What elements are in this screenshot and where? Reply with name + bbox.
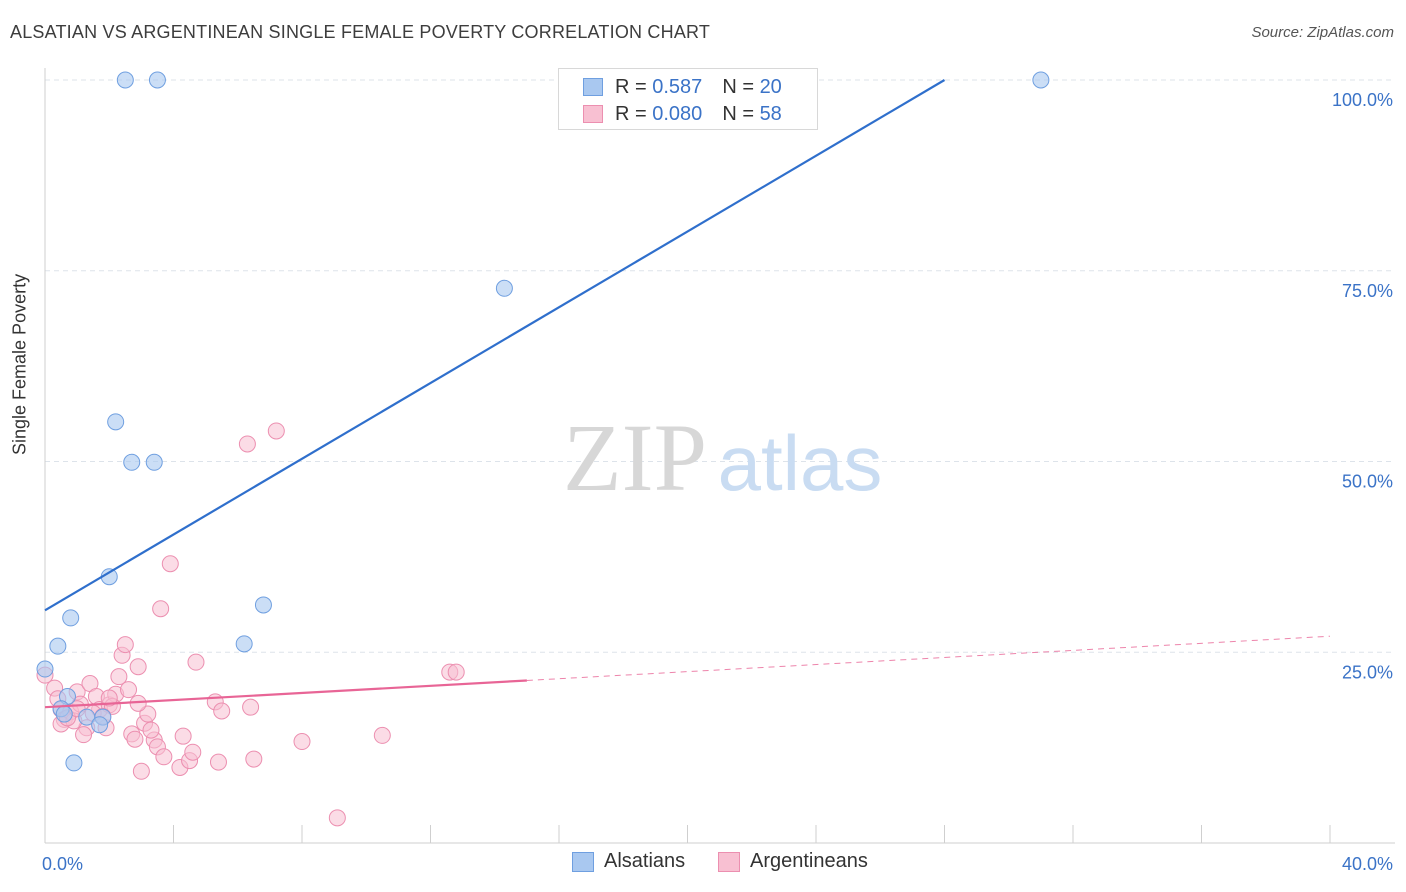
- y-tick-label: 50.0%: [1342, 472, 1393, 492]
- alsatian-point: [254, 596, 272, 614]
- legend-r-label: R =: [615, 102, 647, 125]
- argentinean-point: [142, 721, 160, 739]
- legend-row-alsatians: R = 0.587 N = 20: [583, 73, 782, 101]
- alsatian-point: [49, 637, 67, 655]
- bottom-legend-label-argentineans: Argentineans: [750, 850, 868, 872]
- argentinean-point: [447, 663, 465, 681]
- alsatian-point: [65, 754, 83, 772]
- argentinean-point: [139, 705, 157, 723]
- alsatian-point: [495, 279, 513, 297]
- legend-n-value-argentineans: 58: [759, 102, 782, 125]
- argentinean-point: [328, 809, 346, 827]
- source-label: Source: ZipAtlas.com: [1251, 24, 1394, 41]
- argentinean-point: [132, 762, 150, 780]
- y-tick-label: 25.0%: [1342, 662, 1393, 682]
- alsatian-trend-line: [44, 79, 946, 612]
- alsatian-point: [148, 71, 166, 89]
- y-tick-label: 100.0%: [1332, 90, 1393, 110]
- argentinean-trend-extension: [526, 635, 1331, 681]
- alsatian-point: [1032, 71, 1050, 89]
- legend-r-value-alsatians: 0.587: [652, 75, 703, 98]
- legend-swatch-alsatians: [583, 78, 603, 96]
- alsatian-point: [91, 716, 109, 734]
- legend-n-label: N =: [722, 102, 754, 125]
- alsatian-point: [62, 609, 80, 627]
- bottom-legend-swatch-alsatians: [572, 851, 594, 872]
- argentinean-point: [245, 750, 263, 768]
- alsatian-point: [116, 71, 134, 89]
- argentinean-point: [116, 636, 134, 654]
- argentinean-point: [242, 698, 260, 716]
- y-tick-label: 75.0%: [1342, 281, 1393, 301]
- argentinean-point: [129, 658, 147, 676]
- argentinean-point: [120, 681, 138, 699]
- legend-r-value-argentineans: 0.080: [652, 102, 703, 125]
- argentinean-point: [126, 730, 144, 748]
- alsatian-point: [55, 705, 73, 723]
- alsatian-point: [107, 413, 125, 431]
- argentinean-point: [152, 600, 170, 618]
- argentinean-point: [293, 733, 311, 751]
- alsatian-point: [123, 453, 141, 471]
- watermark-zip: ZIP: [563, 404, 707, 511]
- argentinean-point: [187, 653, 205, 671]
- argentinean-point: [174, 727, 192, 745]
- alsatian-point: [36, 660, 54, 678]
- axes: [44, 68, 1395, 844]
- legend-swatch-argentineans: [583, 105, 603, 123]
- argentinean-point: [238, 435, 256, 453]
- legend-n-label: N =: [722, 75, 754, 98]
- argentinean-trend-line: [44, 679, 527, 709]
- bottom-legend-label-alsatians: Alsatians: [604, 850, 686, 872]
- chart-title: ALSATIAN VS ARGENTINEAN SINGLE FEMALE PO…: [10, 22, 711, 42]
- argentinean-point: [267, 422, 285, 440]
- x-tick-label-max: 40.0%: [1342, 854, 1393, 874]
- grid: [45, 79, 1395, 653]
- trend-lines: [44, 79, 1331, 709]
- argentinean-point: [184, 743, 202, 761]
- argentinean-point: [213, 702, 231, 720]
- argentinean-point: [110, 668, 128, 686]
- watermark-atlas: atlas: [718, 419, 883, 507]
- bottom-legend-argentineans: Argentineans: [718, 850, 868, 873]
- bottom-legend-swatch-argentineans: [718, 851, 740, 872]
- argentinean-point: [373, 726, 391, 744]
- legend-r-label: R =: [615, 75, 647, 98]
- alsatian-point: [145, 453, 163, 471]
- bottom-legend-alsatians: Alsatians: [572, 850, 685, 873]
- argentinean-points: [36, 422, 465, 827]
- argentinean-point: [161, 555, 179, 573]
- legend-row-argentineans: R = 0.080 N = 58: [583, 100, 782, 128]
- tick-labels: 25.0% 50.0% 75.0% 100.0% 0.0% 40.0%: [42, 90, 1393, 874]
- argentinean-point: [155, 748, 173, 766]
- argentinean-point: [209, 753, 227, 771]
- alsatian-point: [235, 635, 253, 653]
- x-tick-label-min: 0.0%: [42, 854, 83, 874]
- argentinean-point: [100, 689, 118, 707]
- alsatian-points: [36, 71, 1050, 772]
- y-axis-label: Single Female Poverty: [9, 273, 30, 455]
- legend-n-value-alsatians: 20: [759, 75, 782, 98]
- correlation-legend: R = 0.587 N = 20 R = 0.080 N = 58: [558, 68, 818, 130]
- argentinean-point: [75, 726, 93, 744]
